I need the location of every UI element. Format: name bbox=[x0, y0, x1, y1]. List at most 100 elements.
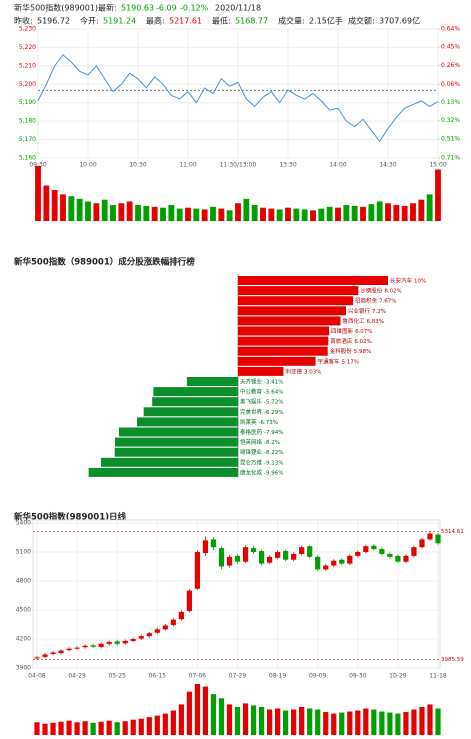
bar bbox=[186, 377, 238, 386]
candle-body bbox=[307, 546, 313, 557]
volume-bar bbox=[299, 706, 305, 735]
volume-bar bbox=[363, 708, 369, 735]
bar bbox=[152, 397, 238, 407]
stock-name: 长安汽车 bbox=[390, 276, 413, 284]
stock-name: 鲁西化工 bbox=[342, 316, 365, 324]
ranking-title: 新华500指数（989001）成分股涨跌幅排行榜 bbox=[14, 257, 195, 268]
stock-name: 四维图新 bbox=[331, 327, 354, 335]
volume-bar bbox=[315, 709, 321, 735]
volume-bar bbox=[283, 710, 289, 735]
candle-body bbox=[98, 643, 104, 647]
y2-tick-label: 0.32% bbox=[441, 117, 460, 124]
candle-body bbox=[82, 645, 88, 648]
volume-bar bbox=[210, 206, 216, 221]
change-label: -5.64% bbox=[264, 389, 283, 395]
volume-bar bbox=[51, 189, 58, 221]
volume-bar bbox=[435, 708, 441, 735]
volume-bar bbox=[130, 719, 136, 735]
bar bbox=[238, 366, 284, 376]
volume-bar bbox=[34, 722, 40, 735]
bar bbox=[238, 296, 354, 306]
prev-close-label: 昨收: bbox=[14, 16, 33, 26]
stock-name: 金科股份 bbox=[330, 347, 353, 355]
candle-body bbox=[250, 548, 257, 552]
extreme-label: 3985.59 bbox=[441, 657, 464, 663]
volume-bar bbox=[411, 709, 417, 735]
x-tick-label: 11:30/13:00 bbox=[220, 162, 257, 169]
bar bbox=[238, 316, 341, 326]
volume-bar bbox=[176, 208, 183, 221]
candle-body bbox=[427, 533, 433, 540]
volume-bar bbox=[43, 185, 50, 221]
stock-name: 奥飞娱乐 bbox=[240, 397, 263, 405]
candle-body bbox=[411, 547, 417, 556]
stock-name: 中公教育 bbox=[240, 387, 263, 395]
extreme-label: 5314.61 bbox=[441, 529, 464, 535]
volume-bar bbox=[35, 166, 41, 221]
volume-bar bbox=[251, 205, 258, 221]
volume-bar bbox=[410, 203, 416, 221]
volume-bar bbox=[85, 201, 91, 221]
x-tick-label: 13:30 bbox=[279, 162, 296, 169]
volume-bar bbox=[194, 684, 201, 735]
bar bbox=[137, 417, 238, 427]
y-tick-label: 5,180 bbox=[19, 118, 36, 125]
volume-bar bbox=[351, 205, 358, 221]
volume-bar bbox=[401, 205, 408, 221]
volume-bar bbox=[186, 691, 192, 735]
volume-bar bbox=[260, 207, 266, 221]
volume-bar bbox=[368, 204, 375, 221]
volume-bar bbox=[143, 205, 150, 221]
change-label: -3.41% bbox=[264, 379, 283, 385]
y-tick-label: 5,200 bbox=[19, 81, 36, 88]
x-tick-label: 08-19 bbox=[269, 673, 287, 680]
x-tick-label: 09-30 bbox=[349, 673, 367, 680]
candle-body bbox=[170, 619, 176, 625]
x-tick-label: 10:00 bbox=[79, 162, 96, 169]
volume-bar bbox=[243, 198, 250, 221]
candle-body bbox=[130, 639, 136, 641]
candle-body bbox=[210, 539, 217, 548]
volume-bar bbox=[82, 721, 88, 735]
change-label: 6.07% bbox=[355, 329, 372, 335]
bar bbox=[115, 437, 238, 447]
y2-tick-label: 0.06% bbox=[441, 81, 460, 88]
candle-body bbox=[66, 648, 72, 651]
stock-name: 完美世界 bbox=[240, 407, 263, 415]
candle-body bbox=[146, 633, 152, 637]
candle-body bbox=[419, 539, 425, 548]
change-label: -9.13% bbox=[264, 460, 283, 466]
bar-label: 招商积余 7.67% bbox=[355, 296, 397, 304]
x-tick-label: 04-29 bbox=[68, 673, 86, 680]
volume-bar bbox=[154, 715, 160, 735]
y2-tick-label: 0.51% bbox=[441, 135, 460, 142]
volume-bar bbox=[393, 205, 400, 221]
open: 5191.24 bbox=[103, 17, 136, 26]
candle-body bbox=[323, 565, 329, 570]
volume-bar bbox=[126, 201, 133, 221]
stock-name: 昆仑万维 bbox=[240, 458, 263, 466]
open-label: 今开: bbox=[80, 16, 99, 26]
candle-body bbox=[218, 548, 225, 567]
volume-label: 成交量: bbox=[278, 16, 305, 26]
bar bbox=[88, 467, 238, 477]
candle-body bbox=[331, 560, 337, 566]
y2-tick-label: 0.45% bbox=[441, 44, 460, 51]
change-label: 5.17% bbox=[342, 359, 359, 365]
volume-bar bbox=[98, 721, 104, 735]
x-tick-label: 05-25 bbox=[108, 673, 126, 680]
stock-name: 沙钢股份 bbox=[360, 286, 383, 294]
bar bbox=[238, 286, 359, 296]
volume-bar bbox=[291, 709, 297, 735]
volume-bar bbox=[387, 712, 393, 735]
bar-label: 泰格医药 -7.94% bbox=[240, 428, 283, 436]
x-tick-label: 11-18 bbox=[429, 673, 447, 680]
candle-body bbox=[274, 552, 281, 558]
bar bbox=[153, 387, 238, 397]
change-label: -6.73% bbox=[259, 419, 278, 425]
volume-bar bbox=[266, 709, 273, 735]
amount: 3707.69亿 bbox=[379, 16, 420, 26]
bar-label: 鲁西化工 6.83% bbox=[342, 316, 384, 324]
bar bbox=[238, 346, 328, 356]
